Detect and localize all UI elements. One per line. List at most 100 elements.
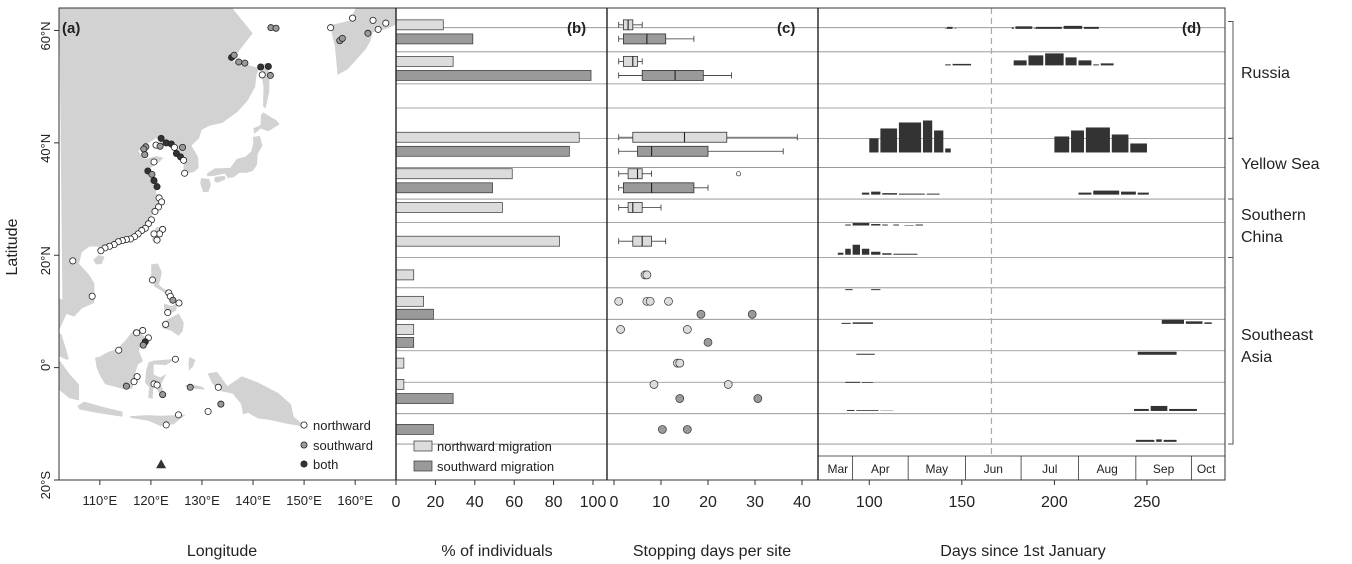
x-tick-label-b: 100 (580, 494, 607, 511)
bar-northward (395, 168, 513, 180)
stop-point-southward (696, 309, 706, 319)
activity-area (1093, 190, 1120, 195)
activity-area (1133, 408, 1149, 411)
bar-southward (395, 182, 493, 194)
x-tick-label-b: 0 (392, 494, 401, 511)
month-label: Oct (1197, 462, 1216, 476)
activity-area (915, 224, 923, 226)
stop-point-northward (664, 296, 673, 306)
activity-area (1045, 53, 1064, 66)
activity-area (898, 122, 922, 153)
activity-area (893, 224, 899, 226)
site-point-both (153, 183, 161, 191)
activity-area (1135, 439, 1155, 442)
panel-a-xlabel: Longitude (187, 543, 257, 560)
land-mass (252, 111, 281, 135)
activity-area (882, 224, 888, 226)
activity-area (871, 191, 881, 195)
activity-area (1150, 405, 1168, 411)
site-point-southward (169, 296, 177, 304)
panel-d-xlabel: Days since 1st January (940, 543, 1105, 560)
activity-area (852, 223, 870, 226)
site-point-northward (139, 327, 147, 335)
site-point-northward (369, 16, 377, 24)
activity-area (1093, 64, 1099, 66)
land-mass (206, 371, 308, 428)
site-point-both (157, 134, 165, 142)
site-point-northward (214, 383, 222, 391)
activity-area (1028, 55, 1044, 66)
bar-southward (395, 336, 415, 348)
site-point-both (257, 63, 265, 71)
activity-area (1130, 143, 1147, 153)
region-label-southern-china-1: Southern (1241, 207, 1306, 224)
land-mass (76, 400, 124, 418)
x-tick-label-c: 40 (793, 494, 811, 511)
legend-label-both: both (313, 457, 338, 472)
month-label: Mar (827, 462, 848, 476)
stop-point-northward (642, 270, 652, 280)
site-point-northward (374, 25, 382, 33)
stop-point-southward (753, 394, 763, 403)
site-point-northward (151, 207, 159, 215)
site-point-southward (266, 71, 274, 79)
site-point-northward (69, 257, 77, 265)
activity-area (1169, 408, 1197, 411)
site-point-southward (186, 383, 194, 391)
land-mass (92, 254, 106, 266)
legend-marker-northward (300, 421, 308, 429)
stop-point-northward (682, 325, 692, 334)
panel-d-label: (d) (1182, 20, 1201, 37)
legend-marker-both (300, 460, 308, 468)
site-point-southward (159, 391, 167, 399)
site-point-northward (133, 373, 141, 381)
region-bracket (1228, 198, 1234, 258)
site-point-northward (164, 309, 172, 317)
box-southward (641, 70, 704, 81)
legend-swatch-northward (413, 440, 433, 452)
site-point-southward (338, 34, 346, 42)
activity-area (926, 193, 940, 195)
x-tick-label-b: 60 (505, 494, 523, 511)
panel-a-label: (a) (62, 20, 80, 37)
stop-point-southward (747, 309, 757, 319)
activity-area (856, 410, 879, 411)
region-bracket (1228, 256, 1234, 445)
site-point-northward (150, 158, 158, 166)
activity-area (1137, 351, 1177, 355)
activity-area (1078, 60, 1092, 66)
bar-northward (395, 56, 454, 67)
activity-area (904, 225, 914, 226)
x-tick-label-c: 30 (746, 494, 764, 511)
site-point-northward (158, 198, 166, 206)
activity-area (1111, 134, 1129, 153)
activity-area (861, 382, 873, 383)
region-bracket (1228, 20, 1234, 139)
site-point-northward (162, 421, 170, 429)
activity-area (1085, 127, 1110, 153)
site-point-southward (122, 382, 130, 390)
activity-area (882, 253, 892, 255)
plot-frame (58, 7, 1226, 481)
activity-area (1054, 136, 1070, 153)
site-point-northward (130, 378, 138, 386)
site-point-northward (171, 355, 179, 363)
legend-label-southward: southward migration (437, 459, 554, 474)
legend-marker-southward (300, 441, 308, 449)
box-northward (627, 202, 643, 213)
activity-area (845, 289, 853, 291)
x-tick-label-d: 200 (1041, 494, 1068, 511)
site-point-southward (141, 151, 149, 159)
stop-point-northward (649, 380, 659, 389)
x-tick-label-c: 10 (652, 494, 670, 511)
activity-area (1035, 26, 1062, 29)
site-point-southward (272, 24, 280, 32)
x-tick-label-a: 120°E (133, 493, 169, 508)
site-point-northward (382, 19, 390, 27)
activity-area (1065, 57, 1077, 66)
panel-d-timeline: Mar Apr May Jun Jul Aug Sep Oct (817, 8, 1226, 481)
x-tick-label-c: 20 (699, 494, 717, 511)
panel-a-map: northward southward both (59, 8, 396, 480)
stop-point-northward (675, 358, 685, 368)
